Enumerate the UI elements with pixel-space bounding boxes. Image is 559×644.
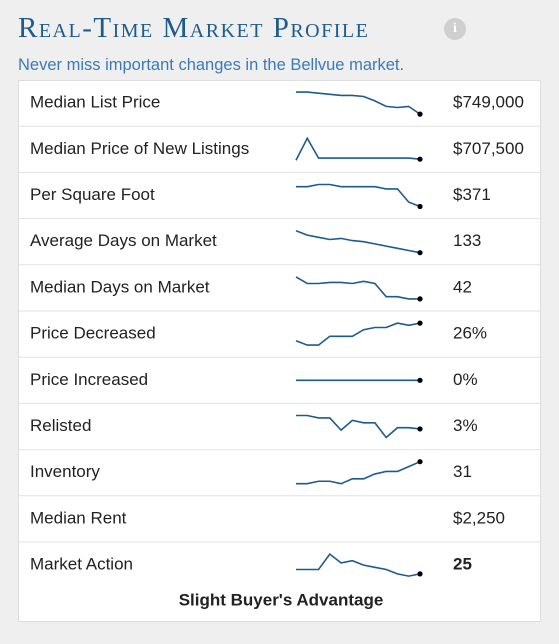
sparkline-end-dot [417,296,423,302]
sparkline-end-dot [417,111,423,117]
row-value: $371 [453,185,491,204]
sparkline [296,460,421,485]
row-label: Per Square Foot [30,185,155,204]
info-icon[interactable]: i [444,18,466,40]
row-label: Price Increased [30,370,148,389]
sparkline-end-dot [417,377,423,383]
row-label: Price Decreased [30,324,156,343]
sparkline-end-dot [417,571,423,577]
sparkline-end-dot [417,156,423,162]
row-value: 42 [453,277,472,296]
sparkline [296,91,421,115]
row-label: Relisted [30,416,91,435]
row-label: Median Price of New Listings [30,139,249,158]
sparkline [295,229,421,254]
card [18,80,541,622]
row-label: Market Action [30,555,133,574]
sparkline [296,183,421,208]
sparkline [296,414,421,439]
sparkline [295,322,421,346]
row-value: $749,000 [453,93,524,112]
sparkline-end-dot [417,203,423,210]
row-value: $707,500 [453,139,524,158]
row-value: 3% [453,416,478,435]
sparkline-end-dot [417,459,423,465]
row-value: 133 [453,231,481,250]
sparkline-end-dot [417,320,423,326]
row-label: Median Rent [30,508,127,527]
subtitle: Never miss important changes in the Bell… [18,56,405,74]
sparkline [295,276,420,300]
row-value: 0% [453,370,478,389]
row-value: 31 [453,462,472,481]
sparkline [296,552,421,577]
title: Real-Time Market Profile [18,12,370,44]
sparkline-end-dot [417,250,423,256]
row-label: Median Days on Market [30,277,210,296]
sparkline-end-dot [417,426,423,432]
row-label: Median List Price [30,93,160,112]
sparkline [295,136,421,161]
row-value: 26% [453,324,487,343]
row-label: Inventory [30,462,100,481]
row-value: $2,250 [453,508,505,527]
footer: Slight Buyer's Advantage [179,590,384,609]
row-value: 25 [453,555,472,574]
row-label: Average Days on Market [30,231,217,250]
